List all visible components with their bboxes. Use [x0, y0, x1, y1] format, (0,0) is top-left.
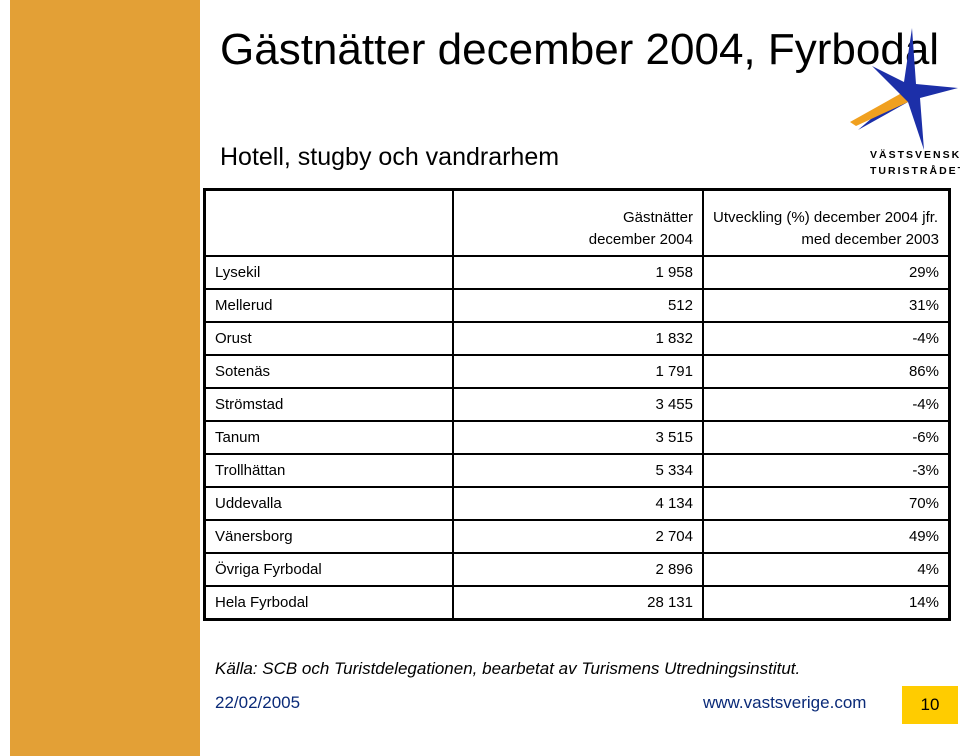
cell-municipality: Strömstad: [203, 387, 454, 422]
cell-municipality: Orust: [203, 321, 454, 356]
page-subtitle: Hotell, stugby och vandrarhem: [220, 143, 560, 171]
header-guest-nights: Gästnätter december 2004: [452, 188, 704, 257]
cell-municipality: Vänersborg: [203, 519, 454, 554]
table-row: Uddevalla 4 134 70%: [203, 486, 951, 521]
cell-change-percent: 86%: [702, 354, 951, 389]
cell-municipality: Lysekil: [203, 255, 454, 290]
table-row: Övriga Fyrbodal 2 896 4%: [203, 552, 951, 587]
sidebar-edge-strip: [0, 0, 10, 756]
footer-date: 22/02/2005: [215, 693, 301, 712]
cell-change-percent: 31%: [702, 288, 951, 323]
cell-municipality: Uddevalla: [203, 486, 454, 521]
cell-guest-nights: 28 131: [452, 585, 704, 621]
header-change-percent: Utveckling (%) december 2004 jfr. med de…: [702, 188, 951, 257]
logo-swoosh-icon: [850, 94, 908, 126]
logo-text-line1: VÄSTSVENSKA: [870, 148, 960, 161]
cell-municipality: Trollhättan: [203, 453, 454, 488]
cell-municipality: Övriga Fyrbodal: [203, 552, 454, 587]
cell-guest-nights: 3 455: [452, 387, 704, 422]
table-row: Sotenäs 1 791 86%: [203, 354, 951, 389]
cell-change-percent: 14%: [702, 585, 951, 621]
cell-guest-nights: 3 515: [452, 420, 704, 455]
cell-change-percent: 70%: [702, 486, 951, 521]
table-row: Hela Fyrbodal 28 131 14%: [203, 585, 951, 621]
table-row: Lysekil 1 958 29%: [203, 255, 951, 290]
source-note: Källa: SCB och Turistdelegationen, bearb…: [215, 659, 801, 678]
cell-guest-nights: 4 134: [452, 486, 704, 521]
table-row: Trollhättan 5 334 -3%: [203, 453, 951, 488]
cell-guest-nights: 1 958: [452, 255, 704, 290]
cell-guest-nights: 2 704: [452, 519, 704, 554]
cell-guest-nights: 1 832: [452, 321, 704, 356]
cell-change-percent: -6%: [702, 420, 951, 455]
cell-change-percent: 29%: [702, 255, 951, 290]
cell-municipality: Tanum: [203, 420, 454, 455]
header-guest-nights-line1: Gästnätter: [622, 209, 693, 226]
table-row: Tanum 3 515 -6%: [203, 420, 951, 455]
logo-text-line2: TURISTRÅDET: [870, 164, 960, 177]
cell-guest-nights: 2 896: [452, 552, 704, 587]
table-row: Strömstad 3 455 -4%: [203, 387, 951, 422]
cell-change-percent: -4%: [702, 321, 951, 356]
header-municipality: [203, 188, 454, 257]
cell-municipality: Hela Fyrbodal: [203, 585, 454, 621]
cell-change-percent: 49%: [702, 519, 951, 554]
cell-guest-nights: 5 334: [452, 453, 704, 488]
page-number: 10: [920, 695, 940, 714]
table-body: Lysekil 1 958 29% Mellerud 512 31% Orust 1 832-…: [203, 255, 951, 621]
table-row: Vänersborg 2 704 49%: [203, 519, 951, 554]
cell-change-percent: 4%: [702, 552, 951, 587]
cell-change-percent: -4%: [702, 387, 951, 422]
cell-municipality: Sotenäs: [203, 354, 454, 389]
table-header-row: Gästnätter december 2004 Utveckling (%) …: [203, 188, 951, 257]
table-row: Orust 1 832 -4%: [203, 321, 951, 356]
page-number-box: 10: [902, 686, 958, 724]
cell-guest-nights: 512: [452, 288, 704, 323]
guest-nights-table: Gästnätter december 2004 Utveckling (%) …: [203, 188, 951, 621]
cell-guest-nights: 1 791: [452, 354, 704, 389]
page-title: Gästnätter december 2004, Fyrbodal: [220, 25, 940, 74]
header-change-line2: med december 2003: [801, 231, 939, 248]
footer-url: www.vastsverige.com: [703, 693, 867, 712]
header-change-line1: Utveckling (%) december 2004 jfr.: [713, 209, 939, 226]
left-sidebar-band: [0, 0, 200, 756]
cell-municipality: Mellerud: [203, 288, 454, 323]
table-row: Mellerud 512 31%: [203, 288, 951, 323]
header-guest-nights-line2: december 2004: [588, 231, 693, 248]
vastsvenska-turistradet-logo: VÄSTSVENSKA TURISTRÅDET: [850, 28, 960, 177]
cell-change-percent: -3%: [702, 453, 951, 488]
logo-star-icon: [858, 28, 958, 150]
